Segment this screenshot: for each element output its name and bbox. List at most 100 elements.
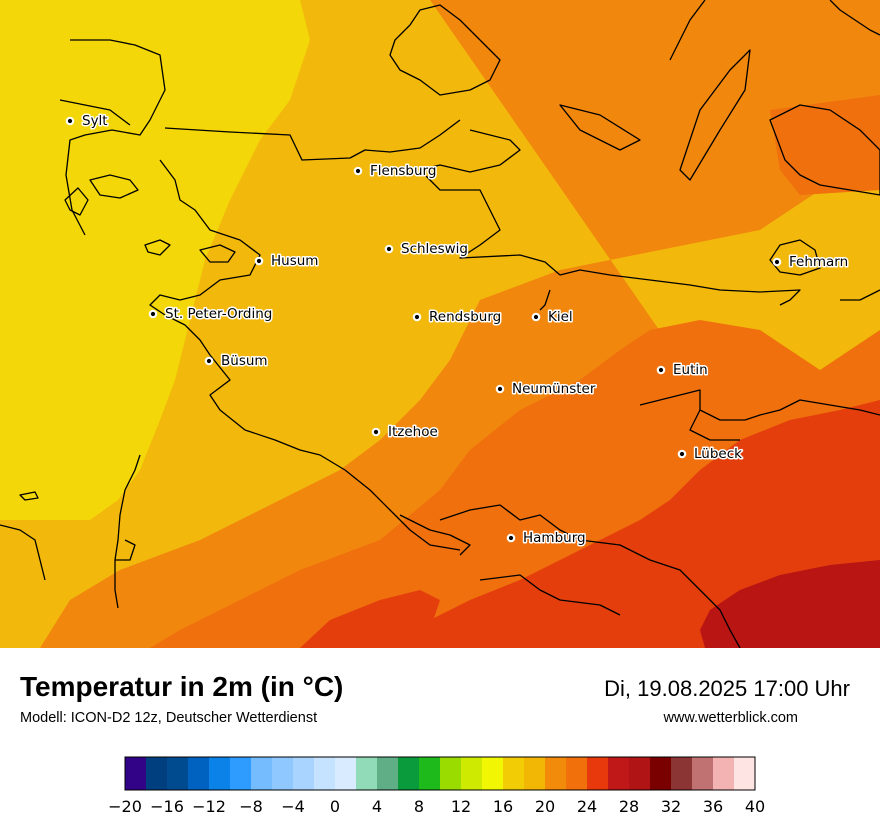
legend-tick-label: 36 — [703, 797, 723, 816]
legend-tick-label: 32 — [661, 797, 681, 816]
city-label: Kiel — [548, 309, 573, 325]
city-label: Husum — [271, 253, 318, 269]
city-label: Fehmarn — [789, 254, 848, 270]
legend-tick-label: 8 — [414, 797, 424, 816]
legend-swatch — [671, 757, 693, 790]
legend-tick-label: −20 — [108, 797, 142, 816]
legend-swatch — [608, 757, 630, 790]
city-label: Büsum — [221, 353, 268, 369]
city-label: Rendsburg — [429, 309, 501, 325]
city-dot — [148, 309, 158, 319]
city-dot — [371, 427, 381, 437]
city-label: Sylt — [82, 113, 108, 129]
weather-map: Sylt Flensburg Schleswig Husum Fehmarn St. Pe… — [0, 0, 880, 648]
legend-swatch — [377, 757, 399, 790]
legend-tick-label: −4 — [281, 797, 305, 816]
city-label: Flensburg — [370, 163, 436, 179]
legend-swatch — [545, 757, 567, 790]
city-marker: Büsum — [204, 352, 269, 371]
legend-tick-label: 4 — [372, 797, 382, 816]
city-marker: Rendsburg — [412, 308, 503, 327]
legend-tick-label: −12 — [192, 797, 226, 816]
legend-tick-label: 40 — [745, 797, 765, 816]
city-dot — [772, 257, 782, 267]
legend-swatch — [566, 757, 588, 790]
temp-band-26-28 — [700, 560, 880, 648]
legend-swatch — [419, 757, 441, 790]
city-markers: Sylt Flensburg Schleswig Husum Fehmarn St. Pe… — [65, 112, 850, 548]
legend-swatch — [440, 757, 462, 790]
legend-swatch — [188, 757, 210, 790]
legend-tick-label: 24 — [577, 797, 597, 816]
city-dot — [254, 256, 264, 266]
city-dot — [495, 384, 505, 394]
city-dot — [204, 356, 214, 366]
legend-swatch — [503, 757, 525, 790]
legend-swatch — [713, 757, 735, 790]
city-marker: Itzehoe — [371, 423, 439, 442]
temp-band-24-26-mid — [300, 590, 440, 648]
city-dot — [412, 312, 422, 322]
legend-svg: −20 −16 −12 −8 −4 0 4 8 12 16 20 24 28 32 36 40 — [108, 756, 765, 816]
city-dot — [65, 116, 75, 126]
city-marker: Husum — [254, 252, 320, 271]
city-label: Neumünster — [512, 381, 596, 397]
city-marker: Sylt — [65, 112, 109, 131]
legend-swatches — [125, 757, 756, 790]
legend-swatch — [125, 757, 147, 790]
legend-swatch — [209, 757, 231, 790]
website-link[interactable]: www.wetterblick.com — [663, 710, 798, 726]
city-marker: Schleswig — [384, 240, 470, 259]
city-marker: Fehmarn — [772, 253, 850, 272]
legend-swatch — [272, 757, 294, 790]
city-dot — [531, 312, 541, 322]
legend-swatch — [293, 757, 315, 790]
legend-swatch — [734, 757, 756, 790]
legend-tick-label: −8 — [239, 797, 263, 816]
city-marker: Eutin — [656, 361, 709, 380]
legend-swatch — [146, 757, 168, 790]
color-legend: −20 −16 −12 −8 −4 0 4 8 12 16 20 24 28 32 36 40 — [0, 750, 880, 830]
temp-band-20-22-north — [520, 0, 880, 60]
city-label: Itzehoe — [388, 424, 438, 440]
legend-tick-label: 0 — [330, 797, 340, 816]
city-dot — [506, 533, 516, 543]
city-label: St. Peter-Ording — [165, 306, 272, 322]
model-source: Modell: ICON-D2 12z, Deutscher Wetterdie… — [20, 710, 318, 726]
temp-band-16-18 — [0, 0, 310, 520]
city-label: Schleswig — [401, 241, 468, 257]
city-dot — [353, 166, 363, 176]
temp-band-22-24-east — [770, 95, 880, 195]
legend-swatch — [524, 757, 546, 790]
coastline — [0, 0, 880, 648]
legend-swatch — [356, 757, 378, 790]
legend-swatch — [629, 757, 651, 790]
legend-swatch — [650, 757, 672, 790]
city-marker: Flensburg — [353, 162, 438, 181]
legend-swatch — [335, 757, 357, 790]
legend-tick-label: 20 — [535, 797, 555, 816]
legend-tick-label: −16 — [150, 797, 184, 816]
map-title: Temperatur in 2m (in °C) — [20, 671, 344, 702]
legend-swatch — [587, 757, 609, 790]
city-label: Hamburg — [523, 530, 586, 546]
city-marker: Neumünster — [495, 380, 597, 399]
legend-swatch — [314, 757, 336, 790]
map-svg: Sylt Flensburg Schleswig Husum Fehmarn St. Pe… — [0, 0, 880, 648]
legend-border — [124, 756, 756, 791]
legend-swatch — [398, 757, 420, 790]
legend-swatch — [167, 757, 189, 790]
city-label: Eutin — [673, 362, 708, 378]
city-dot — [677, 449, 687, 459]
city-marker: Lübeck — [677, 445, 744, 464]
city-label: Lübeck — [694, 446, 742, 462]
legend-swatch — [482, 757, 504, 790]
legend-tick-label: 16 — [493, 797, 513, 816]
legend-tick-label: 28 — [619, 797, 639, 816]
legend-swatch — [692, 757, 714, 790]
city-dot — [656, 365, 666, 375]
city-dot — [384, 244, 394, 254]
legend-swatch — [251, 757, 273, 790]
legend-tick-label: 12 — [451, 797, 471, 816]
legend-swatch — [230, 757, 252, 790]
